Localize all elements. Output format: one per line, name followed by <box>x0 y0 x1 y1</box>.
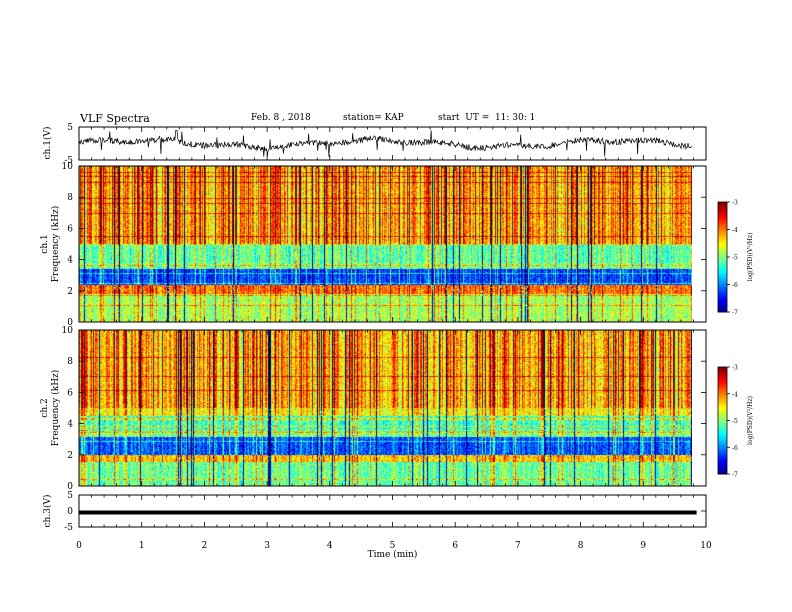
header-date: Feb. 8 , 2018 <box>251 113 311 123</box>
colorbar-1-tick-0: -3 <box>732 200 738 207</box>
ch2-spec-y-tick-2: 4 <box>67 420 73 430</box>
x-tick-label-7: 7 <box>515 541 521 551</box>
x-axis-label: Time (min) <box>368 549 418 560</box>
colorbar-2-tick-0: -3 <box>732 365 738 372</box>
ch2-spec-y-tick-0: 0 <box>67 482 73 492</box>
ch2-spectrogram-image <box>79 330 692 486</box>
ch1-wave-y-tick-0: 5 <box>67 123 73 133</box>
x-tick-label-4: 4 <box>327 541 333 551</box>
ch1-spec-y-tick-5: 10 <box>62 162 74 172</box>
chart-title: VLF Spectra <box>80 112 150 125</box>
ch1-spectrogram-image <box>79 166 692 322</box>
colorbar-1-tick-4: -7 <box>732 310 738 317</box>
x-tick-label-3: 3 <box>264 541 270 551</box>
ch2-spec-y-tick-1: 2 <box>67 451 73 461</box>
x-tick-label-9: 9 <box>640 541 646 551</box>
ch2-spec-y-tick-5: 10 <box>62 326 74 336</box>
x-tick-label-2: 2 <box>202 541 208 551</box>
ch3-wave-ylabel: ch.3(V) <box>42 495 53 528</box>
ch3-wave-y-tick-0: 5 <box>67 491 73 501</box>
x-tick-label-1: 1 <box>139 541 145 551</box>
header-start-ut: start UT = 11: 30: 1 <box>438 113 536 123</box>
colorbar-2-tick-3: -6 <box>732 445 738 452</box>
header-station: station= KAP <box>343 113 404 123</box>
x-tick-label-5: 5 <box>390 541 396 551</box>
ch2-spec-ylabel-1: ch.2 <box>40 398 50 417</box>
x-tick-label-6: 6 <box>452 541 458 551</box>
colorbar-2-tick-1: -4 <box>732 391 738 398</box>
x-tick-label-0: 0 <box>76 541 82 551</box>
colorbar-1-label: log(PSD)(V²/Hz) <box>747 233 754 282</box>
colorbar-2-tick-2: -5 <box>732 418 738 425</box>
ch2-spec-ylabel-2: Frequency (kHz) <box>50 370 61 447</box>
x-tick-label-10: 10 <box>700 541 712 551</box>
x-tick-label-8: 8 <box>578 541 584 551</box>
ch1-wave-y-tick-1: -5 <box>64 156 73 166</box>
ch1-spec-y-tick-3: 6 <box>67 224 73 234</box>
ch1-spec-ylabel-1: ch.1 <box>40 234 50 253</box>
ch1-wave-ylabel: ch.1(V) <box>42 127 53 160</box>
ch1-waveform-line <box>78 129 692 157</box>
ch3-wave-y-tick-1: 0 <box>67 507 73 517</box>
ch1-spec-y-tick-4: 8 <box>67 193 73 203</box>
ch1-spec-y-tick-1: 2 <box>67 287 73 297</box>
ch1-spec-ylabel-2: Frequency (kHz) <box>50 206 61 283</box>
colorbar-1-tick-2: -5 <box>732 255 738 262</box>
ch2-spec-y-tick-4: 8 <box>67 357 73 367</box>
colorbar-1-tick-1: -4 <box>732 227 738 234</box>
colorbar-2-tick-4: -7 <box>732 472 738 479</box>
colorbar-1-tick-3: -6 <box>732 282 738 289</box>
ch2-spec-y-tick-3: 6 <box>67 388 73 398</box>
colorbar-2-label: log(PSD)(V²/Hz) <box>747 396 754 445</box>
ch1-spec-y-tick-0: 0 <box>67 318 73 328</box>
ch3-wave-y-tick-2: -5 <box>64 523 73 533</box>
ch1-spec-y-tick-2: 4 <box>67 256 73 266</box>
